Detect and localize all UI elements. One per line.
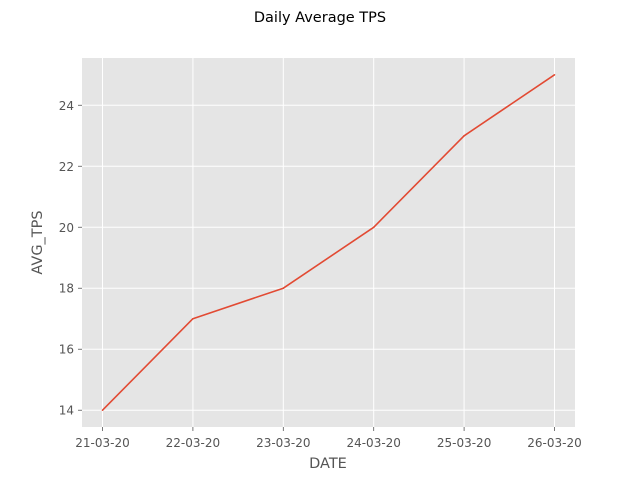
x-axis-label: DATE	[309, 456, 347, 472]
x-axis-ticks: 21-03-20 22-03-20 23-03-20 24-03-20 25-03-20…	[75, 427, 582, 450]
y-tick-label: 22	[59, 160, 74, 174]
x-tick-label: 25-03-20	[437, 436, 491, 450]
x-tick-label: 26-03-20	[527, 436, 581, 450]
x-tick-label: 22-03-20	[166, 436, 220, 450]
grid-lines	[82, 58, 575, 427]
y-tick-label: 14	[59, 404, 74, 418]
y-tick-label: 16	[59, 343, 74, 357]
data-point	[282, 287, 285, 290]
series-layer	[101, 73, 556, 412]
data-point	[101, 409, 104, 412]
x-tick-label: 24-03-20	[346, 436, 400, 450]
data-point	[463, 134, 465, 137]
chart-title: Daily Average TPS	[254, 10, 386, 26]
y-axis-ticks: 14 16 18 20 22 24	[59, 99, 82, 418]
data-point	[553, 73, 556, 76]
y-tick-label: 20	[59, 221, 74, 235]
x-tick-label: 23-03-20	[256, 436, 310, 450]
data-point	[192, 317, 194, 320]
y-axis-label: AVG_TPS	[30, 210, 46, 274]
y-tick-label: 18	[59, 282, 74, 296]
data-point	[372, 226, 375, 229]
series-line	[101, 74, 555, 411]
plot-area	[82, 58, 575, 427]
x-tick-label: 21-03-20	[75, 436, 129, 450]
y-tick-label: 24	[59, 99, 74, 113]
